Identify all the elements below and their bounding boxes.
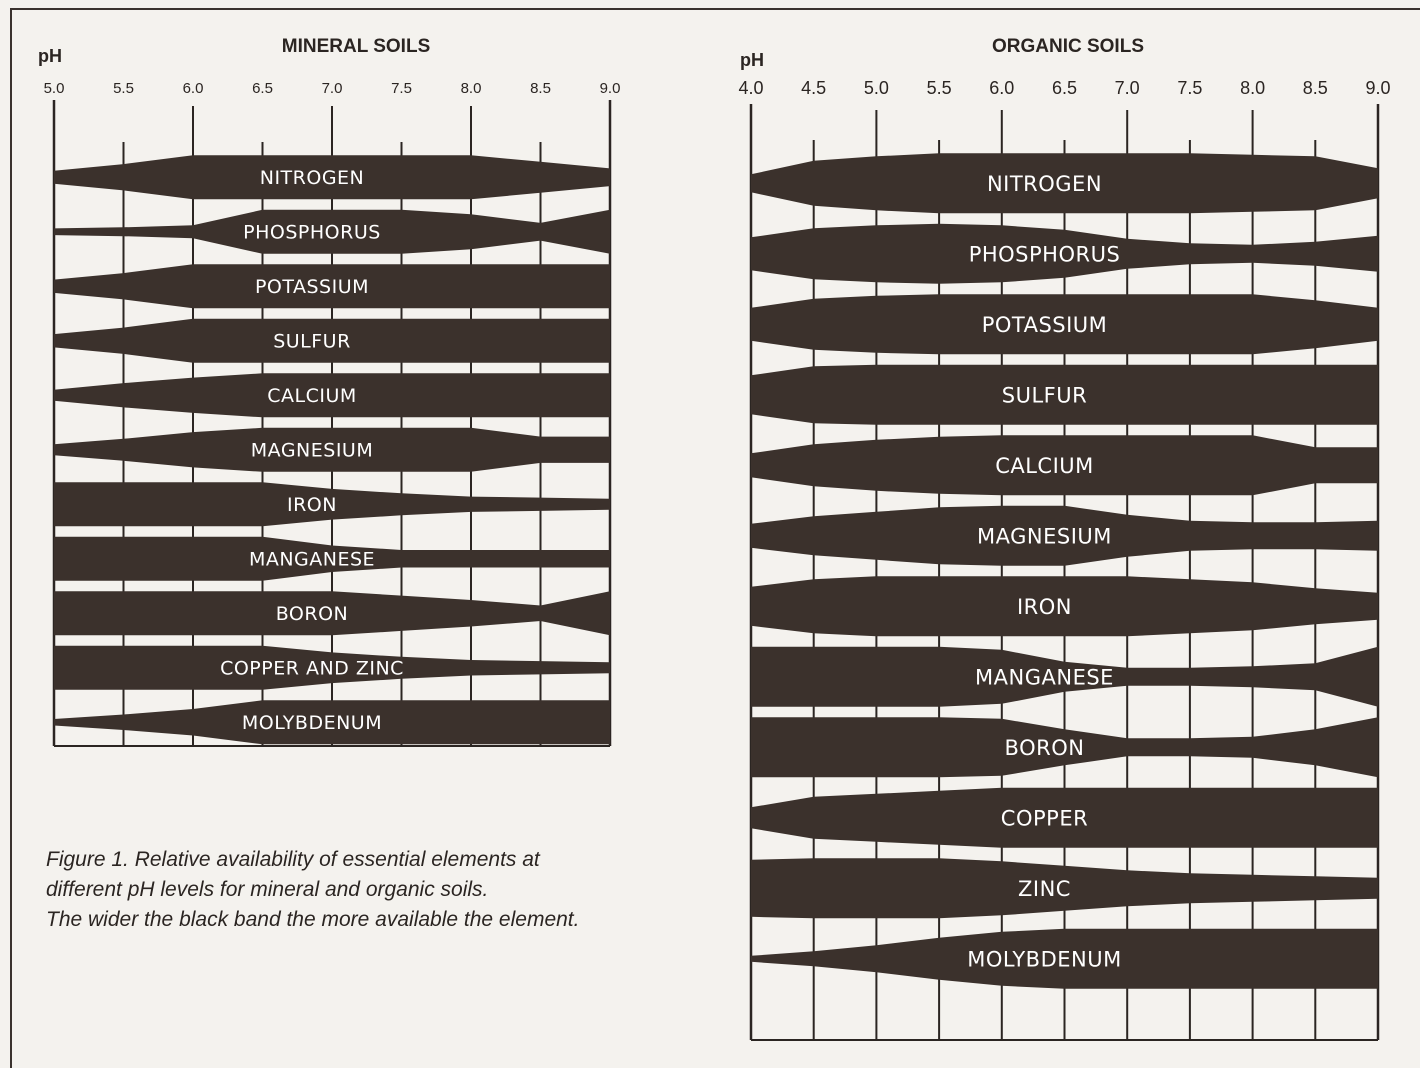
mineral-band-label: BORON — [276, 603, 349, 625]
organic-band-label: BORON — [1005, 736, 1085, 760]
organic-band-label: NITROGEN — [987, 172, 1102, 196]
organic-band-label: PHOSPHORUS — [969, 242, 1121, 266]
organic-band-boron — [751, 717, 1378, 778]
organic-element-bands: NITROGEN PHOSPHORUS POTASSIUM SULFUR CALCIUM… — [749, 104, 1380, 1041]
organic-band-copper — [751, 787, 1378, 848]
mineral-band-label: MANGANESE — [249, 549, 375, 571]
organic-tick-label: 4.0 — [738, 78, 763, 98]
organic-tick-label: 5.5 — [927, 78, 952, 98]
organic-band-label: ZINC — [1018, 877, 1071, 901]
mineral-band-sulfur — [54, 318, 610, 363]
organic-tick-label: 7.5 — [1177, 78, 1202, 98]
mineral-tick-label: 6.0 — [183, 80, 204, 97]
organic-band-label: IRON — [1017, 595, 1072, 619]
mineral-tick-label: 8.0 — [461, 80, 482, 97]
mineral-tick-label: 7.5 — [391, 80, 412, 97]
caption-line-3: The wider the black band the more availa… — [46, 908, 580, 931]
organic-tick-label: 6.0 — [989, 78, 1014, 98]
mineral-soils-title: MINERAL SOILS — [282, 36, 431, 57]
mineral-ph-axis-label: pH — [38, 46, 62, 66]
organic-band-label: SULFUR — [1002, 383, 1087, 407]
mineral-band-label: IRON — [287, 494, 337, 516]
mineral-band-label: NITROGEN — [260, 167, 365, 189]
caption-line-2: different pH levels for mineral and orga… — [46, 878, 489, 901]
organic-band-label: COPPER — [1001, 806, 1088, 830]
mineral-element-bands: NITROGEN PHOSPHORUS POTASSIUM SULFUR CALCIUM… — [52, 100, 612, 747]
organic-tick-label: 8.5 — [1303, 78, 1328, 98]
figure-frame — [10, 8, 1420, 1068]
organic-tick-label: 7.0 — [1115, 78, 1140, 98]
caption-line-1: Figure 1. Relative availability of essen… — [46, 848, 540, 871]
mineral-band-label: CALCIUM — [267, 385, 357, 407]
organic-band-label: MOLYBDENUM — [967, 947, 1121, 971]
organic-tick-label: 8.0 — [1240, 78, 1265, 98]
mineral-band-manganese — [54, 536, 610, 581]
mineral-band-phosphorus — [54, 209, 610, 254]
mineral-band-magnesium — [54, 427, 610, 472]
organic-band-potassium — [751, 294, 1378, 355]
mineral-ph-tick-labels: 5.0 5.5 6.0 6.5 7.0 7.5 8.0 8.5 9.0 — [44, 80, 621, 97]
mineral-band-copper-and-zinc — [54, 645, 610, 690]
mineral-soils-panel: pH MINERAL SOILS 5.0 5.5 6.0 6.5 7.0 7.5 8.0 8.… — [38, 36, 621, 747]
organic-tick-label: 4.5 — [801, 78, 826, 98]
mineral-band-calcium — [54, 373, 610, 418]
mineral-band-molybdenum — [54, 700, 610, 745]
organic-band-magnesium — [751, 505, 1378, 566]
mineral-band-label: PHOSPHORUS — [243, 222, 381, 244]
organic-band-molybdenum — [751, 928, 1378, 989]
mineral-tick-label: 5.0 — [44, 80, 65, 97]
organic-band-manganese — [751, 646, 1378, 707]
mineral-band-label: MAGNESIUM — [251, 440, 373, 462]
mineral-tick-label: 6.5 — [252, 80, 273, 97]
organic-ph-tick-labels: 4.0 4.5 5.0 5.5 6.0 6.5 7.0 7.5 8.0 8.5 9.0 — [738, 78, 1390, 98]
mineral-band-label: POTASSIUM — [255, 276, 369, 298]
mineral-tick-label: 7.0 — [322, 80, 343, 97]
mineral-tick-label: 8.5 — [530, 80, 551, 97]
organic-soils-title: ORGANIC SOILS — [992, 36, 1144, 57]
mineral-band-boron — [54, 591, 610, 636]
mineral-band-label: SULFUR — [273, 331, 351, 353]
organic-soils-panel: pH ORGANIC SOILS 4.0 4.5 5.0 5.5 6.0 6.5 7.0 7.… — [738, 36, 1391, 1041]
mineral-tick-label: 9.0 — [600, 80, 621, 97]
figure-caption: Figure 1. Relative availability of essen… — [46, 845, 686, 935]
mineral-band-nitrogen — [54, 155, 610, 200]
organic-band-sulfur — [751, 364, 1378, 425]
organic-band-nitrogen — [751, 153, 1378, 214]
mineral-band-iron — [54, 482, 610, 527]
organic-band-label: MANGANESE — [975, 665, 1114, 689]
organic-band-label: POTASSIUM — [982, 313, 1108, 337]
organic-tick-label: 6.5 — [1052, 78, 1077, 98]
organic-band-label: CALCIUM — [995, 454, 1094, 478]
organic-band-phosphorus — [751, 223, 1378, 284]
mineral-band-label: MOLYBDENUM — [242, 712, 382, 734]
organic-band-zinc — [751, 858, 1378, 919]
mineral-band-potassium — [54, 264, 610, 309]
organic-ph-axis-label: pH — [740, 50, 764, 70]
mineral-band-label: COPPER AND ZINC — [220, 658, 404, 680]
organic-tick-label: 5.0 — [864, 78, 889, 98]
organic-band-calcium — [751, 435, 1378, 496]
mineral-tick-label: 5.5 — [113, 80, 134, 97]
organic-band-iron — [751, 576, 1378, 637]
organic-tick-label: 9.0 — [1365, 78, 1390, 98]
organic-band-label: MAGNESIUM — [977, 524, 1112, 548]
